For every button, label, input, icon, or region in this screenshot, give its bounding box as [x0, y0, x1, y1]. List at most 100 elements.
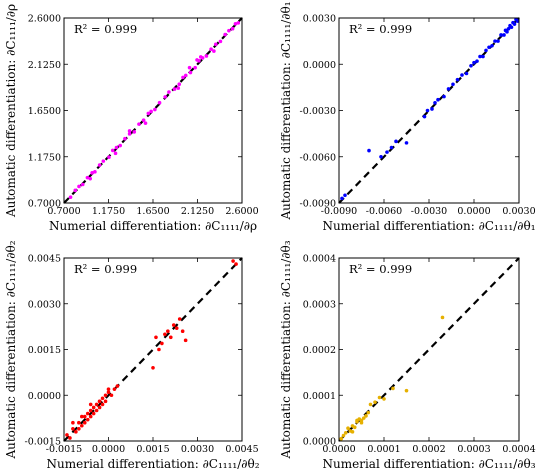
data-point — [183, 73, 188, 78]
x-tick-label: 0.0030 — [181, 444, 214, 455]
x-tick-label: 0.0045 — [225, 444, 258, 455]
data-point — [146, 111, 151, 116]
data-point — [166, 329, 170, 334]
y-tick-label: -0.0060 — [300, 152, 336, 163]
data-point — [394, 139, 398, 144]
data-point — [213, 42, 218, 47]
data-point — [80, 423, 84, 428]
data-point — [77, 427, 81, 431]
data-point — [515, 19, 520, 23]
data-point — [346, 426, 350, 430]
y-tick-label: -0.0090 — [300, 199, 336, 210]
data-point — [171, 323, 176, 327]
x-tick-label: 2.1250 — [181, 206, 214, 217]
data-point — [85, 175, 90, 180]
r-squared-annotation: R² = 0.999 — [349, 22, 412, 36]
data-point — [123, 136, 127, 141]
data-point — [367, 148, 371, 153]
x-tick-label: 0.0003 — [457, 444, 490, 455]
data-point — [103, 393, 108, 398]
data-point — [154, 335, 158, 340]
data-point — [487, 45, 491, 50]
data-point — [188, 70, 193, 75]
diagonal-line — [338, 257, 520, 442]
data-point — [109, 393, 114, 398]
x-tick-label: 0.0000 — [322, 444, 355, 455]
data-point — [361, 416, 366, 420]
x-tick-label: 0.0002 — [412, 444, 445, 455]
data-point — [183, 338, 188, 343]
data-point — [478, 54, 482, 59]
x-axis-label: Numerial differentiation: ∂C₁₁₁₁/∂θ₁ — [323, 219, 536, 233]
data-point — [181, 75, 185, 80]
data-point — [127, 129, 132, 133]
y-tick-label: 0.0030 — [303, 14, 336, 25]
data-point — [113, 151, 118, 156]
data-point — [475, 59, 479, 63]
data-point — [149, 109, 153, 114]
data-point — [509, 25, 514, 30]
y-tick-label: 1.1750 — [28, 152, 61, 163]
panel-theta1: -0.0090-0.0090 -0.0060 -0.0060 -0.0030 -0.00… — [279, 1, 536, 233]
data-point — [167, 90, 171, 94]
data-point — [80, 182, 85, 187]
data-point — [343, 430, 348, 435]
data-point — [469, 63, 473, 68]
y-tick-label: 1.6500 — [28, 106, 61, 117]
data-point — [422, 114, 427, 119]
data-point — [446, 87, 451, 91]
x-tick-label: 1.6500 — [136, 206, 169, 217]
data-point — [484, 48, 488, 53]
data-point — [68, 436, 72, 440]
data-point — [160, 341, 164, 346]
data-point — [94, 402, 99, 407]
data-point — [68, 195, 73, 199]
data-point — [236, 21, 241, 25]
y-tick-label: -0.0015 — [25, 437, 61, 448]
x-tick-label: -0.0060 — [366, 206, 402, 217]
y-axis-label: Automatic differentiation: ∂C₁₁₁₁/∂θ₁ — [279, 1, 293, 220]
y-tick-label: 0.0000 — [303, 60, 336, 71]
data-point — [82, 420, 87, 425]
data-point — [118, 143, 123, 148]
data-point — [227, 28, 231, 33]
r-squared-annotation: R² = 0.999 — [74, 262, 137, 276]
y-tick-label: 0.0004 — [303, 254, 336, 265]
diagonal-line — [63, 257, 243, 442]
data-point — [218, 39, 223, 44]
data-point — [382, 397, 386, 401]
data-point — [174, 326, 179, 330]
data-point — [223, 32, 227, 37]
x-tick-label: 1.1750 — [92, 206, 125, 217]
y-tick-label: 0.0045 — [28, 254, 61, 265]
data-point — [193, 65, 197, 70]
r-squared-annotation: R² = 0.999 — [74, 22, 137, 36]
data-point — [169, 335, 173, 340]
data-point — [204, 54, 209, 58]
data-point — [85, 417, 90, 422]
data-point — [176, 86, 181, 90]
data-point — [340, 196, 344, 201]
panel-theta2: -0.0015-0.0015 0.0000 0.0000 0.0015 0.0015 0.… — [4, 240, 260, 471]
y-tick-label: 0.0001 — [303, 391, 336, 402]
data-point — [404, 141, 409, 145]
data-point — [127, 132, 132, 136]
y-axis-label: Automatic differentiation: ∂C₁₁₁₁/∂θ₃ — [279, 240, 293, 459]
data-point — [115, 384, 120, 388]
x-axis-label: Numerial differentiation: ∂C₁₁₁₁/∂θ₃ — [323, 457, 536, 471]
data-point — [106, 387, 111, 391]
x-tick-label: 2.6000 — [225, 206, 258, 217]
data-point — [82, 414, 87, 419]
data-point — [359, 420, 364, 425]
data-point — [212, 49, 216, 53]
data-point — [373, 400, 377, 404]
data-point — [90, 171, 94, 175]
data-point — [141, 118, 146, 123]
data-point — [379, 154, 383, 159]
data-point — [143, 121, 148, 125]
x-tick-label: 0.0030 — [502, 206, 535, 217]
data-point — [385, 150, 389, 154]
data-point — [436, 97, 440, 102]
